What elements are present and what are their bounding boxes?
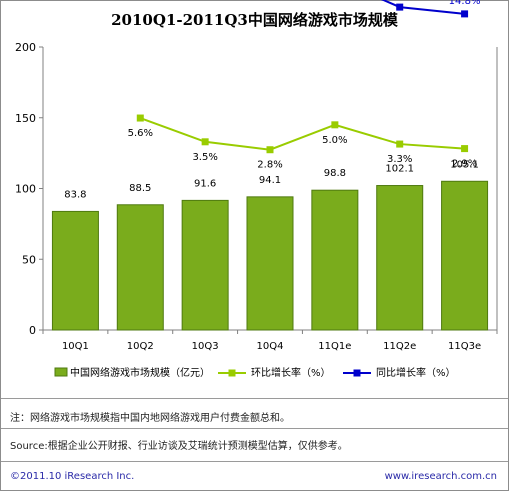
qoq-line [139, 117, 465, 151]
legend-yoy-swatch-marker [353, 369, 361, 377]
x-tick-label: 10Q4 [257, 341, 284, 352]
divider-bottom [1, 461, 508, 462]
website-text: www.iresearch.com.cn [384, 471, 497, 482]
qoq-marker [266, 146, 274, 154]
qoq-value-label: 3.5% [192, 152, 217, 163]
qoq-value-label: 2.9% [452, 159, 477, 170]
legend-bar-swatch [54, 367, 68, 377]
divider-top [1, 398, 508, 399]
bar [441, 180, 489, 331]
qoq-value-label: 5.6% [128, 128, 153, 139]
x-tick-label: 11Q1e [318, 341, 351, 352]
bar-value-label: 105.1 [450, 159, 479, 170]
bar-value-label: 83.8 [64, 189, 86, 200]
y-tick-label: 0 [29, 324, 36, 337]
bar [311, 189, 359, 331]
legend-qoq-swatch-marker [228, 369, 236, 377]
x-tick-label: 10Q1 [62, 341, 89, 352]
qoq-marker [201, 138, 209, 146]
yoy-marker [461, 10, 469, 18]
bar-value-label: 98.8 [324, 168, 346, 179]
qoq-marker [461, 145, 469, 153]
x-tick-label: 10Q2 [127, 341, 154, 352]
bar [51, 210, 99, 331]
divider-middle [1, 428, 508, 429]
qoq-marker [396, 140, 404, 148]
bar [246, 196, 294, 331]
y-tick-label: 100 [15, 183, 36, 196]
y-tick-label: 50 [22, 253, 36, 266]
legend-bar-label: 中国网络游戏市场规模（亿元） [70, 366, 210, 379]
bar [116, 204, 164, 331]
bar-value-label: 102.1 [385, 164, 414, 175]
legend-qoq-label: 环比增长率（%） [251, 366, 331, 379]
source-note: Source:根据企业公开财报、行业访谈及艾瑞统计预测模型估算，仅供参考。 [10, 441, 348, 452]
qoq-marker [331, 121, 339, 129]
y-tick-label: 150 [15, 112, 36, 125]
chart-title: 2010Q1-2011Q3中国网络游戏市场规模 [111, 11, 398, 29]
bar-value-label: 94.1 [259, 175, 281, 186]
bar [376, 185, 424, 331]
bar [181, 199, 229, 331]
x-tick-label: 11Q2e [383, 341, 416, 352]
bar-value-label: 88.5 [129, 183, 151, 194]
yoy-value-label: 14.8% [449, 0, 481, 7]
y-tick-label: 200 [15, 41, 36, 54]
legend-yoy-label: 同比增长率（%） [376, 366, 456, 379]
qoq-value-label: 5.0% [322, 135, 347, 146]
qoq-value-label: 2.8% [257, 160, 282, 171]
footnote: 注：网络游戏市场规模指中国内地网络游戏用户付费金额总和。 [10, 413, 290, 424]
x-tick-label: 11Q3e [448, 341, 481, 352]
qoq-value-label: 3.3% [387, 154, 412, 165]
chart-area: 0 50 100 150 200 10Q1 10Q2 10Q3 10Q4 11Q1e 11Q2e 11… [15, 0, 498, 379]
x-tick-label: 10Q3 [192, 341, 219, 352]
bar-value-label: 91.6 [194, 178, 216, 189]
qoq-marker [136, 114, 144, 122]
copyright-text: ©2011.10 iResearch Inc. [10, 471, 135, 482]
yoy-marker [396, 3, 404, 11]
